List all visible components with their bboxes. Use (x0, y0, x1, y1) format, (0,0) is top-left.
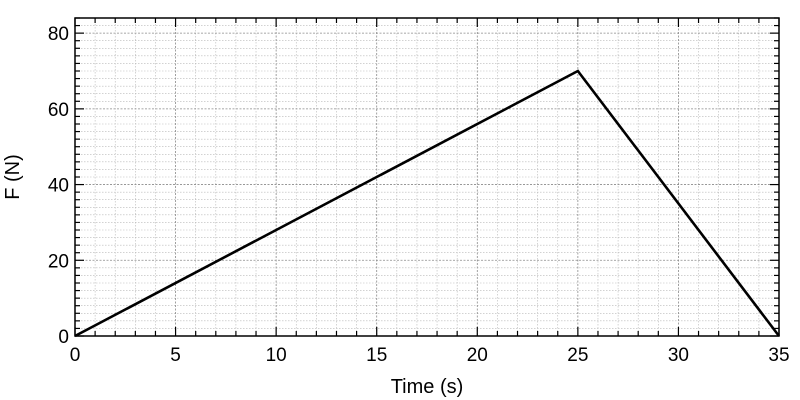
y-tick-label: 40 (48, 176, 69, 197)
x-tick-label: 20 (467, 345, 488, 366)
x-tick-label: 35 (768, 345, 789, 366)
x-tick-label: 5 (170, 345, 181, 366)
y-axis-label: F (N) (2, 154, 24, 200)
x-axis-label: Time (s) (391, 376, 464, 398)
axis-ticks (74, 17, 780, 337)
minor-gridlines (75, 17, 779, 336)
y-tick-label: 20 (48, 251, 69, 272)
x-tick-label: 30 (668, 345, 689, 366)
series-layer (74, 69, 781, 338)
y-tick-label: 60 (48, 100, 69, 121)
x-tick-labels: 0 5 10 15 20 25 30 35 (70, 345, 790, 366)
y-tick-label: 0 (58, 327, 69, 348)
y-tick-label: 80 (48, 24, 69, 45)
x-tick-label: 10 (266, 345, 287, 366)
x-tick-label: 15 (366, 345, 387, 366)
series-line (74, 69, 781, 338)
y-tick-labels: 0 20 40 60 80 (48, 24, 69, 348)
x-tick-label: 0 (70, 345, 81, 366)
x-tick-label: 25 (567, 345, 588, 366)
